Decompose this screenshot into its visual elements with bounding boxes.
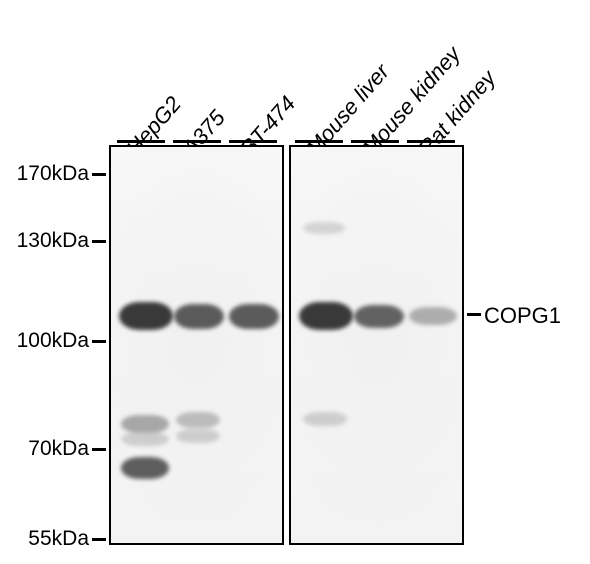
band-p1-4 [176,412,220,428]
band-p2-1 [354,305,404,328]
film-background-2 [291,147,462,543]
target-label-copg1: COPG1 [484,303,561,329]
band-p2-4 [303,412,347,426]
mw-label-100: 100kDa [4,329,89,353]
mw-tick-55 [92,538,106,541]
lane-bar-mouse-liver [295,140,343,143]
lane-bar-bt474 [229,140,277,143]
target-tick [467,313,481,316]
mw-tick-170 [92,173,106,176]
band-p2-3 [303,222,345,234]
mw-tick-70 [92,448,106,451]
band-p1-0 [119,302,173,330]
band-p1-5 [121,457,169,479]
mw-label-130: 130kDa [4,229,89,253]
band-p1-1 [174,304,224,329]
blot-panel-2 [289,145,464,545]
band-p1-3 [121,415,169,433]
mw-label-170: 170kDa [4,162,89,186]
band-p1-2 [229,304,279,329]
mw-label-70: 70kDa [4,437,89,461]
lane-bar-mouse-kidney [351,140,399,143]
lane-bar-rat-kidney [407,140,455,143]
band-p1-6 [121,432,169,446]
lane-bar-hepg2 [117,140,165,143]
mw-label-55: 55kDa [4,527,89,551]
lane-bar-a375 [173,140,221,143]
blot-figure: HepG2 A375 BT-474 Mouse liver Mouse kidn… [0,0,590,564]
film-background-1 [111,147,282,543]
mw-tick-100 [92,340,106,343]
band-p1-7 [176,429,220,443]
blot-panel-1 [109,145,284,545]
mw-tick-130 [92,240,106,243]
band-p2-2 [409,307,457,325]
band-p2-0 [299,302,353,330]
